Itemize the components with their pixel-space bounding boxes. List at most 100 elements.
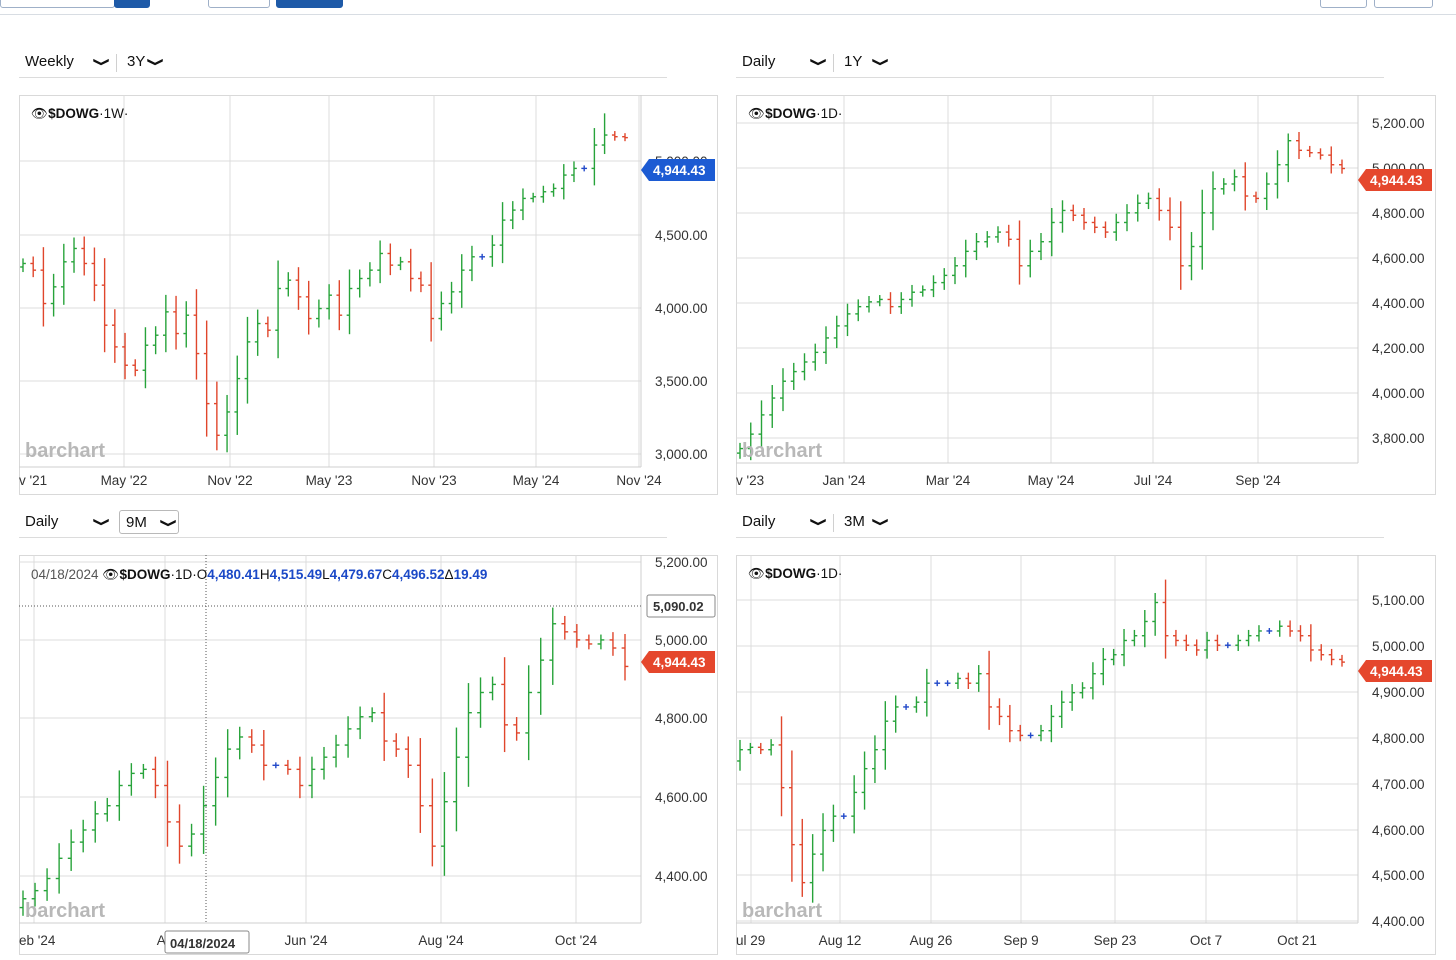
interval-select[interactable]: Weekly ❯: [19, 50, 111, 74]
chevron-down-icon: ❯: [871, 516, 891, 528]
ohlc-bar: [790, 362, 797, 390]
ohlc-bar: [1102, 221, 1109, 238]
ohlc-bar: [1295, 131, 1303, 160]
period-label: 3Y: [127, 53, 146, 70]
x-tick-label: Sep '24: [1235, 473, 1281, 488]
chart-daily3m-svg[interactable]: 5,100.00 5,000.00 4,900.00 4,800.00 4,700.00…: [736, 555, 1436, 955]
ohlc-bar: [1058, 690, 1065, 728]
interval-select[interactable]: Daily ❯: [19, 510, 111, 534]
interval-select[interactable]: Daily ❯: [736, 510, 828, 534]
toolbar-primary-button[interactable]: [276, 0, 343, 8]
ohlc-bar: [941, 268, 948, 290]
ohlc-bar: [882, 701, 889, 770]
period-label: 3M: [844, 513, 865, 530]
crosshair-price-tag: [646, 594, 716, 618]
ohlc-bar: [757, 742, 764, 755]
x-tick-label: May '24: [513, 473, 560, 488]
toolbar-button[interactable]: [208, 0, 270, 8]
symbol-go-button[interactable]: [114, 0, 150, 8]
ohlc-header: 04/18/2024 👁$DOWG·1D·O4,480.41H4,515.49L…: [31, 567, 487, 582]
ohlc-bar: [55, 843, 63, 894]
x-tick-label: Sep 23: [1094, 933, 1137, 948]
ohlc-bar: [1328, 648, 1335, 666]
ohlc-bar: [30, 256, 37, 278]
ohlc-bar: [1152, 592, 1159, 636]
ohlc-bar: [407, 248, 414, 292]
ohlc-bar: [581, 165, 588, 172]
ohlc-bar: [601, 113, 608, 155]
chart-daily9m[interactable]: 5,200.00 5,000.00 4,800.00 4,600.00 4,400.00…: [19, 555, 718, 955]
chart-daily9m-svg[interactable]: 5,200.00 5,000.00 4,800.00 4,600.00 4,400.00…: [19, 555, 718, 955]
last-price-tag: [1358, 660, 1432, 682]
ohlc-bar: [1048, 207, 1055, 257]
ohlc-bar: [1121, 628, 1127, 667]
ohlc-bar: [296, 756, 304, 799]
chevron-down-icon: ❯: [809, 56, 829, 68]
period-label: 9M: [126, 514, 147, 531]
period-select[interactable]: 1Y ❯: [838, 50, 890, 74]
interval-label: Daily: [742, 513, 776, 530]
ohlc-bar: [591, 128, 598, 186]
period-select[interactable]: 3Y ❯: [121, 50, 165, 74]
ohlc-bar: [975, 665, 982, 692]
ohlc-bar: [622, 133, 628, 142]
ohlc-bar: [404, 736, 412, 778]
chart-daily3m[interactable]: 5,100.00 5,000.00 4,900.00 4,800.00 4,700.00…: [736, 555, 1436, 955]
ohlc-bar: [320, 746, 328, 780]
period-select[interactable]: 3M ❯: [838, 510, 890, 534]
symbol-input[interactable]: [0, 0, 115, 8]
barchart-watermark: barchart: [742, 440, 822, 462]
ohlc-bar: [200, 785, 207, 854]
chart-weekly-svg[interactable]: 5,000.004,500.004,000.003,500.003,000.00…: [19, 95, 718, 495]
ohlc-bar: [234, 355, 241, 435]
ohlc-bar: [132, 359, 139, 377]
ohlc-bar: [758, 400, 765, 449]
ohlc-bar: [356, 269, 363, 298]
x-tick-label: Aug 12: [819, 933, 862, 948]
ohlc-bar: [1145, 192, 1152, 210]
ohlc-bar: [316, 299, 322, 328]
ohlc-bar: [1231, 169, 1238, 192]
chart-weekly[interactable]: 5,000.004,500.004,000.003,500.003,000.00…: [19, 95, 718, 495]
ohlc-bar: [285, 272, 292, 297]
ohlc-bar: [621, 634, 629, 681]
ohlc-bar: [1089, 662, 1096, 700]
symbol-header: 👁$DOWG·1D·: [748, 566, 842, 581]
y-tick-label: 4,400.00: [1372, 296, 1425, 311]
ohlc-bar: [418, 271, 424, 293]
ohlc-bar: [809, 834, 816, 903]
last-price-label: 4,944.43: [653, 655, 706, 670]
ohlc-bar: [944, 680, 951, 687]
ohlc-bar: [1069, 684, 1076, 711]
ohlc-bar: [951, 257, 959, 285]
ohlc-bar: [344, 716, 352, 758]
x-tick-label: v '21: [19, 473, 47, 488]
toolbar-button-right-2[interactable]: [1374, 0, 1433, 8]
ohlc-bar: [788, 750, 795, 882]
barchart-watermark: barchart: [742, 900, 822, 922]
ohlc-bar: [1220, 178, 1227, 195]
ohlc-bar: [60, 243, 67, 305]
ohlc-bar: [1113, 213, 1120, 241]
ohlc-bar: [91, 247, 98, 302]
ohlc-bar: [865, 296, 873, 313]
y-tick-label: 3,000.00: [655, 447, 708, 462]
y-tick-label: 4,400.00: [655, 869, 708, 884]
interval-select[interactable]: Daily ❯: [736, 50, 828, 74]
x-tick-label: Nov '23: [411, 473, 456, 488]
ohlc-bar: [1235, 634, 1242, 652]
ohlc-bar: [1100, 647, 1107, 686]
ohlc-bar: [1005, 224, 1012, 247]
period-select[interactable]: 9M ❯: [119, 510, 179, 534]
chart-daily1y-svg[interactable]: 5,200.005,000.004,800.004,600.004,400.00…: [736, 95, 1436, 495]
y-tick-label: 4,800.00: [1372, 206, 1425, 221]
ohlc-bar: [1274, 150, 1281, 199]
x-tick-label: v '23: [736, 473, 764, 488]
y-tick-label: 4,200.00: [1372, 341, 1425, 356]
last-price-label: 4,944.43: [653, 163, 706, 178]
chart-daily1y[interactable]: 5,200.00 5,000.00 4,800.00 4,600.00 4,400.00…: [736, 95, 1436, 495]
x-tick-label: Sep 9: [1003, 933, 1038, 948]
toolbar-button-right-1[interactable]: [1320, 0, 1367, 8]
ohlc-bar: [779, 368, 787, 412]
ohlc-bar: [585, 634, 593, 650]
